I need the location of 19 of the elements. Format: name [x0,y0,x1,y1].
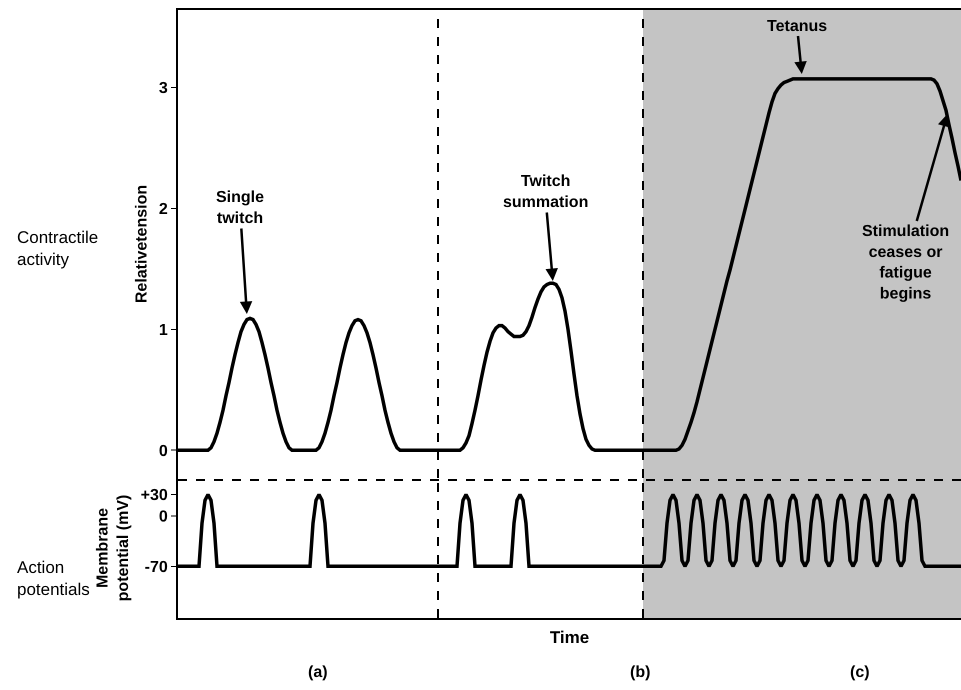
text: (a) [308,664,328,681]
text: Contractile activity [17,228,98,270]
annotation: Stimulation ceases or fatigue begins [862,223,950,302]
text: Action potentials [17,558,90,600]
y-tick-label: -70 [144,558,168,576]
y-axis-title: Relativetension [133,184,150,304]
text: (c) [850,664,870,681]
y-axis-title: Membrane potential (mV) [94,494,132,602]
y-tick-label: 0 [158,442,168,460]
text: (b) [630,664,650,681]
annotation: Tetanus [767,18,828,35]
y-tick-label: 2 [158,200,168,218]
y-tick-label: 3 [158,80,168,97]
x-axis-title: Time [550,628,590,647]
y-tick-label: 1 [158,322,168,339]
y-tick-label: +30 [140,487,168,504]
annotation: Single twitch [216,189,264,227]
y-tick-label: 0 [158,508,168,526]
annotation: Twitch summation [503,173,588,211]
